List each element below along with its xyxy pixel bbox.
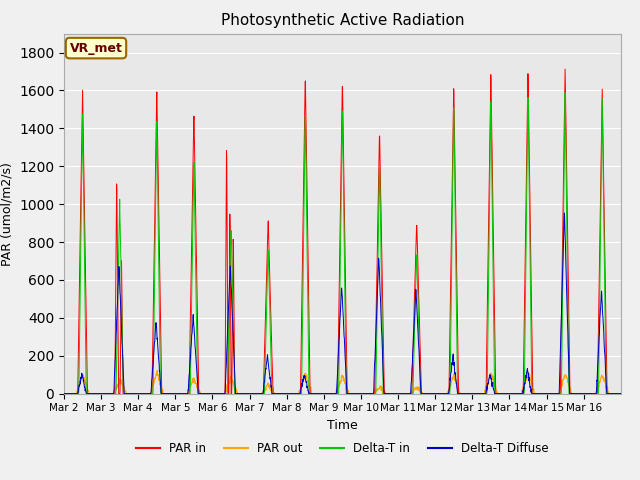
Title: Photosynthetic Active Radiation: Photosynthetic Active Radiation: [221, 13, 464, 28]
Text: VR_met: VR_met: [70, 42, 122, 55]
Y-axis label: PAR (umol/m2/s): PAR (umol/m2/s): [1, 162, 13, 265]
Legend: PAR in, PAR out, Delta-T in, Delta-T Diffuse: PAR in, PAR out, Delta-T in, Delta-T Dif…: [131, 437, 554, 460]
X-axis label: Time: Time: [327, 419, 358, 432]
